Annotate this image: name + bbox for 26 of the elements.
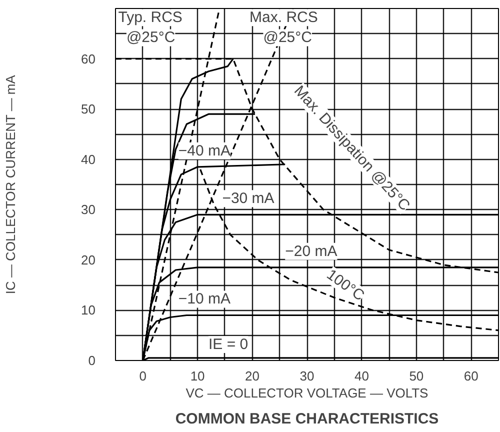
- x-tick-label: 50: [409, 368, 424, 384]
- y-tick-label: 10: [81, 302, 96, 318]
- annotation: −30 mA: [222, 190, 274, 208]
- annotation: @25°C: [263, 29, 312, 46]
- text: COMMON BASE CHARACTERISTICS: [175, 410, 439, 428]
- x-tick-label: 20: [245, 368, 260, 384]
- y-tick-label: 50: [81, 102, 96, 117]
- annotation: Max. RCS: [250, 9, 318, 26]
- x-tick-label: 60: [464, 368, 478, 384]
- annotation: @25°C: [126, 29, 176, 46]
- annotation: IE = 0: [208, 336, 248, 353]
- x-tick-label: 10: [190, 368, 205, 384]
- x-tick-label: 0: [139, 368, 146, 384]
- annotation: −40 mA: [178, 142, 231, 160]
- y-tick-label: 0: [88, 353, 96, 368]
- y-tick-label: 40: [81, 152, 96, 167]
- y-tick-label: 30: [81, 202, 96, 218]
- y-tick-label: 60: [81, 51, 96, 66]
- x-tick-label: 30: [300, 368, 314, 384]
- annotation: Typ. RCS: [118, 9, 182, 26]
- x-tick-label: 40: [354, 368, 369, 384]
- x-axis-title: VC — COLLECTOR VOLTAGE — VOLTS: [186, 386, 429, 400]
- annotation: −20 mA: [285, 242, 338, 260]
- y-tick-label: 20: [81, 252, 96, 268]
- y-axis-title: IC — COLLECTOR CURRENT — mA: [3, 74, 18, 294]
- annotation: −10 mA: [178, 290, 231, 308]
